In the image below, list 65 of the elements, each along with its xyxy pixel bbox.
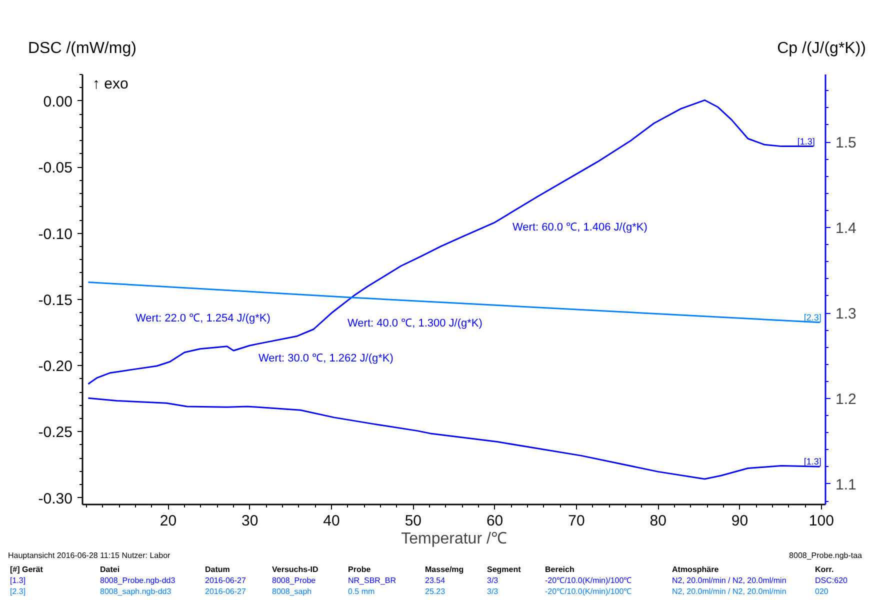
x-tick-label: 30 — [242, 512, 258, 530]
text: 2016-06-27 — [205, 575, 246, 586]
x-tick-label: 70 — [568, 512, 585, 530]
y2-tick-label: 1.2 — [836, 390, 856, 408]
text: 3/3 — [487, 575, 498, 586]
series-label: [1.3] — [804, 456, 822, 467]
text: Masse/mg — [425, 564, 464, 576]
y-tick-label: -0.10 — [38, 226, 73, 243]
text: [1.3] — [10, 575, 26, 586]
text: NR_SBR_BR — [348, 575, 396, 586]
annotation: Wert: 22.0 ℃, 1.254 J/(g*K) — [136, 312, 270, 324]
y2-tick-label: 1.3 — [836, 306, 856, 323]
text: 0.5 mm — [348, 586, 375, 598]
x-tick-label: 90 — [731, 512, 748, 530]
text: Hauptansicht 2016-06-28 11:15 Nutzer: Labor — [8, 550, 170, 562]
y2-axis-title: Cp /(J/(g*K)) — [777, 39, 866, 59]
y-tick-label: -0.30 — [38, 490, 73, 508]
text: Segment — [487, 564, 521, 576]
y2-tick-label: 1.4 — [836, 220, 856, 238]
text: 8008_Probe — [272, 575, 316, 586]
annotation: ↑ exo — [92, 76, 128, 92]
annotation: Wert: 60.0 ℃, 1.406 J/(g*K) — [512, 222, 648, 234]
y-tick-label: -0.05 — [38, 160, 73, 177]
y-tick-label: -0.20 — [38, 358, 73, 376]
x-tick-label: 20 — [160, 512, 177, 530]
y-axis-title: DSC /(mW/mg) — [28, 39, 136, 59]
annotation: Wert: 40.0 ℃, 1.300 J/(g*K) — [348, 318, 482, 330]
text: 8008_saph.ngb-dd3 — [100, 586, 172, 598]
text: N2, 20.0ml/min / N2, 20.0ml/min — [672, 575, 786, 586]
x-tick-label: 40 — [323, 512, 340, 530]
x-tick-label: 100 — [808, 512, 834, 530]
text: [#] Gerät — [10, 564, 43, 576]
text: 8008_Probe.ngb-taa — [789, 550, 862, 562]
text: 3/3 — [487, 586, 498, 598]
y2-tick-label: 1.1 — [836, 476, 856, 494]
annotation: Wert: 30.0 ℃, 1.262 J/(g*K) — [258, 352, 394, 364]
text: 020 — [815, 586, 828, 598]
x-tick-label: 50 — [404, 512, 422, 530]
series-label: [1.3] — [797, 136, 815, 146]
text: DSC:620 — [815, 575, 848, 586]
x-tick-label: 60 — [486, 512, 504, 530]
text: -20℃/10.0(K/min)/100℃ — [545, 586, 632, 598]
text: -20℃/10.0(K/min)/100℃ — [545, 575, 632, 586]
text: N2, 20.0ml/min / N2, 20.0ml/min — [672, 586, 786, 598]
text: Versuchs-ID — [272, 564, 318, 576]
line-series — [87, 397, 821, 480]
text: 8008_Probe.ngb-dd3 — [100, 575, 176, 586]
text: [2.3] — [10, 586, 26, 598]
text: Probe — [348, 564, 371, 576]
text: Atmosphäre — [672, 564, 719, 576]
series-label: [2.3] — [804, 312, 822, 322]
text: 25.23 — [425, 586, 446, 598]
x-tick-label: 80 — [650, 512, 666, 530]
text: Korr. — [815, 564, 834, 576]
text: 2016-06-27 — [205, 586, 246, 598]
y-tick-label: -0.25 — [38, 424, 73, 442]
y-tick-label: -0.15 — [38, 292, 73, 309]
text: Bereich — [545, 564, 574, 576]
text: 8008_saph — [272, 586, 312, 598]
text: 23.54 — [425, 575, 446, 586]
y-tick-label: 0.00 — [43, 93, 73, 110]
text: Datei — [100, 564, 120, 576]
text: Datum — [205, 564, 230, 576]
y2-tick-label: 1.5 — [836, 134, 856, 152]
x-axis-title: Temperatur /℃ — [401, 530, 507, 548]
